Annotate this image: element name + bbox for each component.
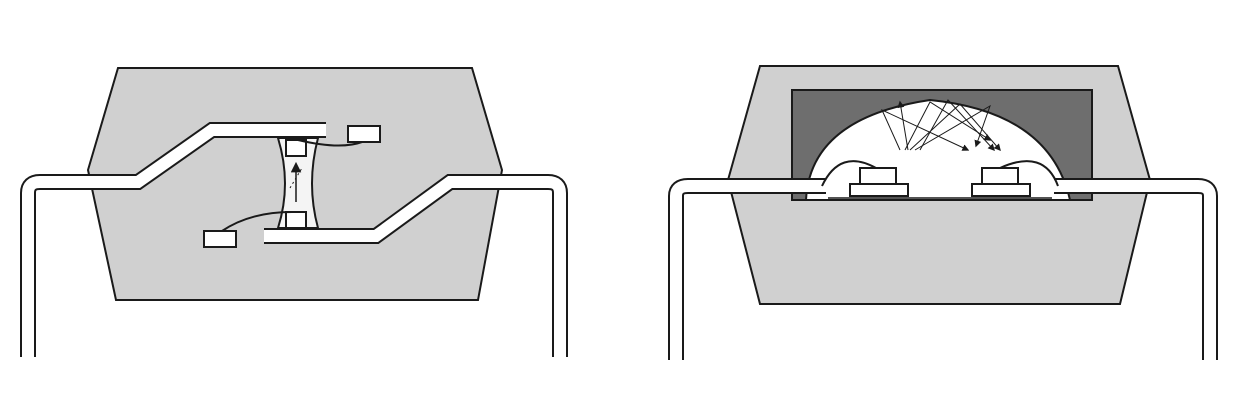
led-chip [859,167,897,185]
detector-chip-bottom [285,211,307,229]
light-ray-6 [919,99,995,152]
bond-wire-left [821,160,877,187]
bond-pad-top-right [347,125,381,143]
led-die-pad [849,183,909,197]
light-rays [880,99,1001,152]
light-ray-4 [914,104,991,151]
bond-pad-bottom-left [203,230,237,248]
left-package [20,67,568,357]
bond-wire-bottom [221,211,293,232]
light-transmission-gap [276,137,320,229]
led-chip-top [285,139,307,157]
right-package [668,65,1218,360]
light-ray-1 [880,108,970,151]
light-ray-3 [909,103,1001,152]
light-ray-5 [897,100,909,151]
light-ray-diagonal [289,167,303,189]
detector-die-pad [971,183,1031,197]
light-ray-2 [904,101,992,151]
bond-wire-top [297,139,363,147]
detector-chip [981,167,1019,185]
bond-wire-right [999,160,1059,187]
